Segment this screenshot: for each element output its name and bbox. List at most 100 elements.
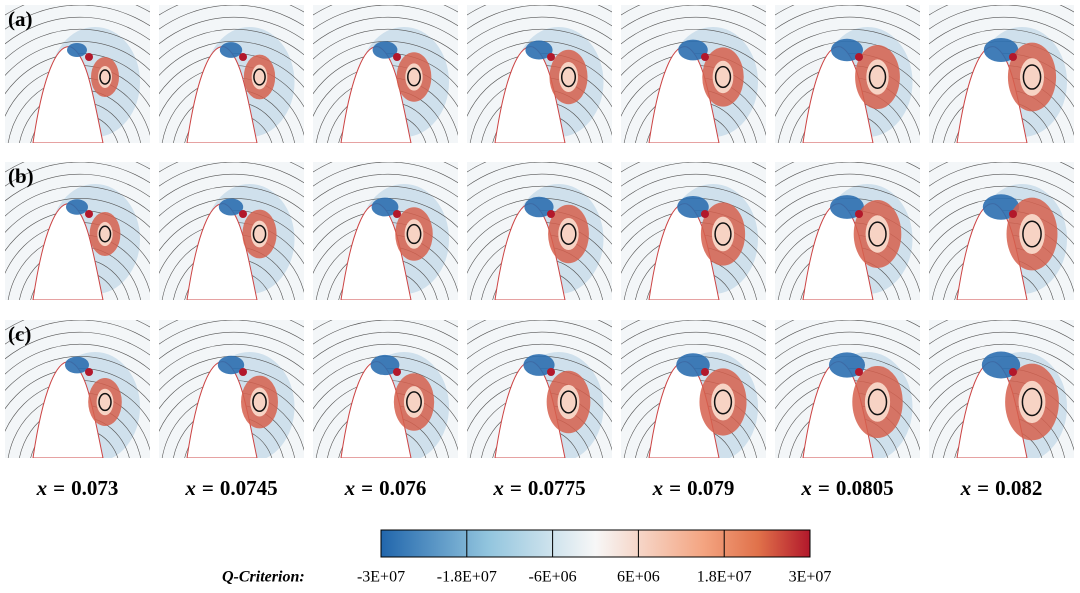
small-vortex [393, 368, 401, 376]
streamline [313, 28, 458, 60]
streamline [5, 197, 150, 234]
vortex-core [714, 65, 732, 89]
streamline [775, 185, 920, 217]
vortex-core [1022, 220, 1042, 248]
streamline [467, 185, 612, 217]
streamline [159, 343, 304, 375]
symbol: x [800, 476, 812, 500]
streamline [929, 173, 1074, 202]
streamline [5, 40, 150, 77]
streamline [313, 5, 458, 30]
value: 0.079 [687, 476, 734, 500]
streamline [159, 197, 304, 234]
streamline [313, 320, 458, 345]
value: 0.0745 [220, 476, 278, 500]
flow-panel [775, 5, 920, 143]
streamline [929, 162, 1074, 187]
streamline [929, 16, 1074, 45]
streamline [467, 16, 612, 45]
streamline [467, 343, 612, 375]
vortex-core [252, 392, 267, 412]
small-vortex [547, 368, 555, 376]
flow-panel [313, 320, 458, 458]
streamline [929, 185, 1074, 217]
sign: = [977, 476, 989, 500]
vortex-core [560, 223, 577, 245]
colorbar-tick-label: -6E+06 [529, 569, 577, 586]
column-label: x = 0.0745 [184, 476, 277, 500]
vortex-core [252, 224, 267, 244]
sign: = [818, 476, 830, 500]
streamline [467, 162, 612, 187]
row-label: (a) [8, 7, 33, 31]
streamline [929, 28, 1074, 60]
small-vortex [239, 368, 247, 376]
flow-panel [929, 5, 1074, 143]
neg-q [524, 196, 554, 218]
flow-panel [159, 320, 304, 458]
column-label: x = 0.0775 [492, 476, 585, 500]
neg-q [371, 197, 399, 217]
row-label: (b) [8, 164, 34, 188]
vortex-core [98, 225, 112, 243]
streamline [621, 16, 766, 45]
vortex-core [407, 67, 421, 87]
value: 0.0805 [836, 476, 894, 500]
streamline [5, 28, 150, 60]
neg-q [678, 39, 708, 61]
column-label: x = 0.073 [36, 476, 119, 500]
sign: = [202, 476, 214, 500]
streamline [159, 16, 304, 45]
vortex-core [714, 222, 732, 246]
symbol: x [492, 476, 504, 500]
flow-panel [313, 162, 458, 300]
streamline [159, 28, 304, 60]
flow-panel [159, 162, 304, 300]
flow-panel [5, 5, 150, 143]
streamline [929, 5, 1074, 30]
colorbar-tick-label: 6E+06 [617, 569, 660, 586]
value: 0.076 [379, 476, 426, 500]
small-vortex [85, 53, 93, 61]
streamline [621, 162, 766, 187]
streamline [621, 320, 766, 345]
flow-panel [621, 162, 766, 300]
streamline [467, 320, 612, 345]
symbol: x [344, 476, 356, 500]
streamline [621, 173, 766, 202]
streamline [5, 320, 150, 345]
streamline [467, 28, 612, 60]
symbol: x [184, 476, 196, 500]
flow-panel [5, 162, 150, 300]
sign: = [361, 476, 373, 500]
sign: = [510, 476, 522, 500]
streamline [467, 5, 612, 30]
neg-q [370, 354, 400, 376]
colorbar-title: Q-Criterion: [222, 569, 305, 586]
flow-panel [467, 320, 612, 458]
small-vortex [855, 368, 863, 376]
flow-panel [313, 5, 458, 143]
small-vortex [239, 210, 247, 218]
streamline [159, 173, 304, 202]
vortex-core [868, 65, 887, 89]
streamline [775, 5, 920, 30]
streamline [313, 185, 458, 217]
vortex-core [406, 223, 422, 245]
streamline [313, 173, 458, 202]
streamline [313, 331, 458, 360]
streamline [159, 185, 304, 217]
streamline [5, 16, 150, 45]
value: 0.0775 [528, 476, 586, 500]
streamline [5, 162, 150, 187]
vortex-core [559, 390, 578, 414]
small-vortex [393, 210, 401, 218]
column-label: x = 0.082 [960, 476, 1043, 500]
streamline [929, 331, 1074, 360]
neg-q [677, 195, 709, 219]
streamline [313, 16, 458, 45]
streamline [5, 355, 150, 392]
flow-panel [621, 320, 766, 458]
streamline [5, 173, 150, 202]
